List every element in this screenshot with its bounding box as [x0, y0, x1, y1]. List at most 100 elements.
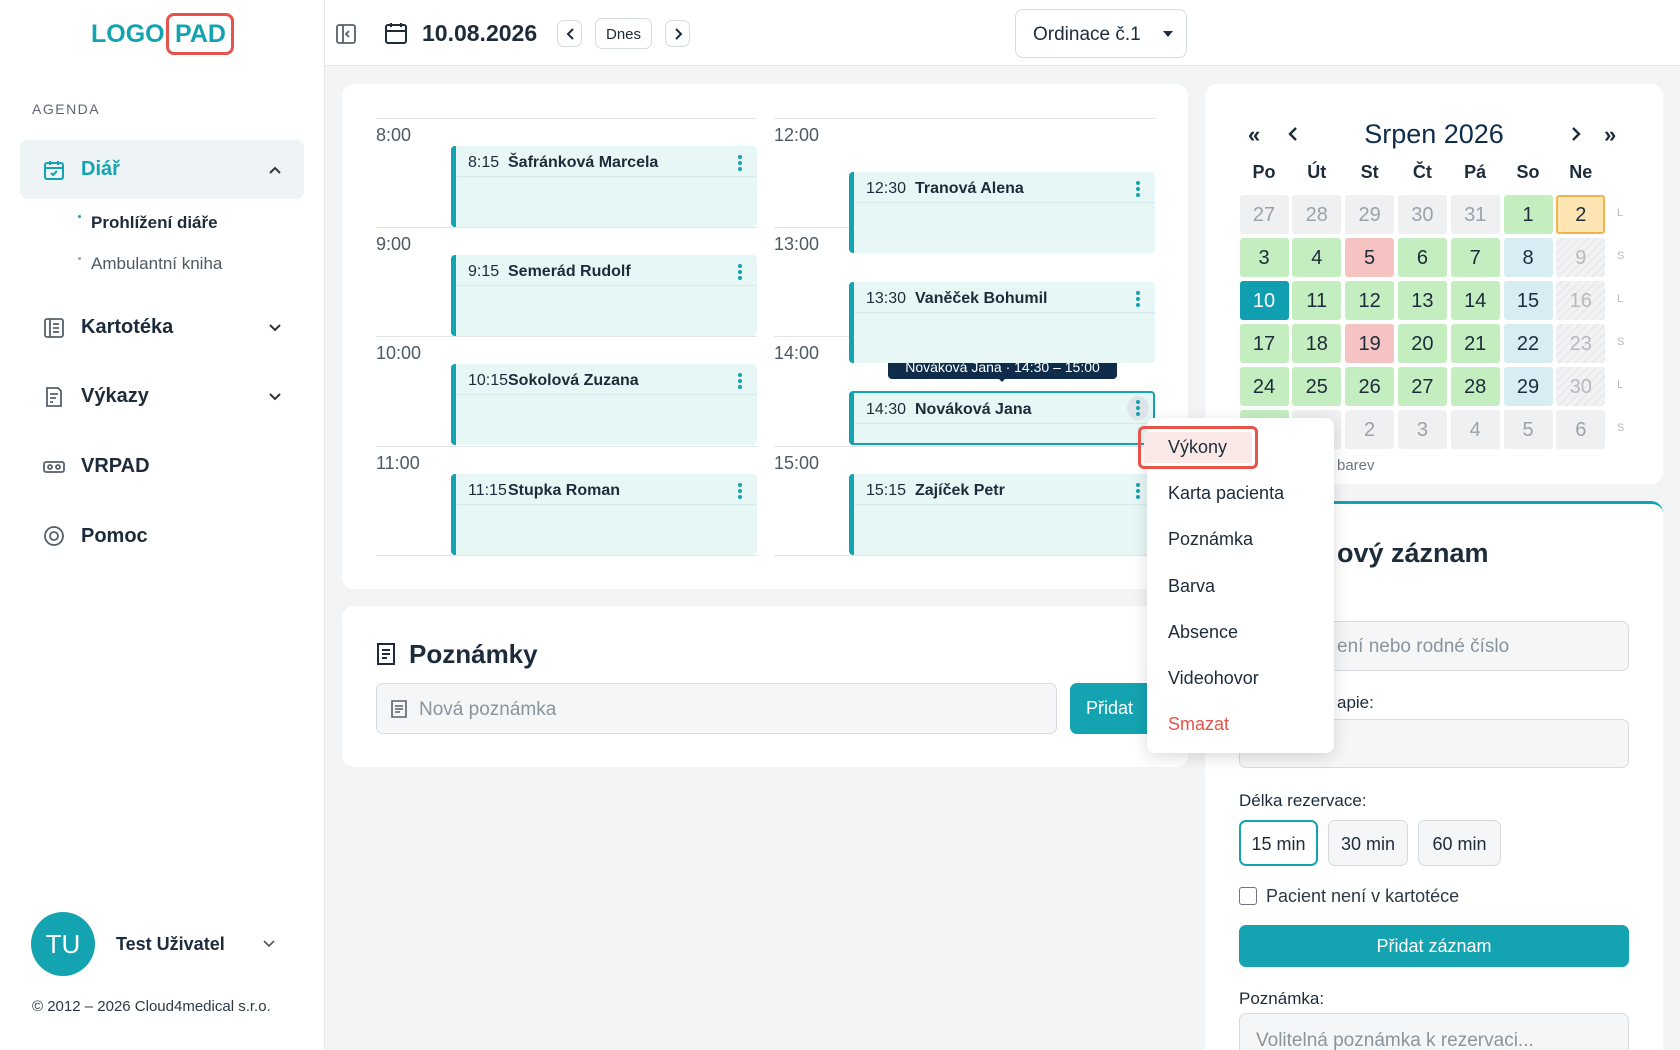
duration-option[interactable]: 15 min [1239, 820, 1318, 866]
month-nav[interactable] [1287, 126, 1299, 142]
checkbox-label[interactable]: Pacient není v kartotéce [1266, 886, 1460, 906]
calendar-day[interactable]: 1 [1503, 194, 1553, 234]
submit-button[interactable]: Přidat záznam [1239, 925, 1629, 967]
dot [738, 495, 742, 499]
calendar-day[interactable]: 28 [1450, 366, 1500, 406]
calendar-day[interactable]: 18 [1292, 323, 1342, 363]
calendar-day[interactable]: 21 [1450, 323, 1500, 363]
menu-item[interactable]: Poznámka [1168, 529, 1254, 550]
user-name[interactable]: Test Uživatel [116, 934, 225, 954]
nav-item[interactable]: VRPAD [81, 455, 150, 477]
calendar-day[interactable]: 11 [1292, 280, 1342, 320]
calendar-day[interactable]: 25 [1292, 366, 1342, 406]
appointment[interactable]: 12:30 Tranová Alena [849, 172, 1155, 253]
calendar-day[interactable]: 3 [1397, 409, 1447, 449]
appointment[interactable]: 9:15 Semerád Rudolf [451, 255, 757, 336]
menu-item[interactable]: Videohovor [1168, 668, 1259, 688]
menu-item[interactable]: Barva [1168, 575, 1216, 596]
calendar-day[interactable]: 17 [1239, 323, 1289, 363]
calendar-day[interactable]: 13 [1397, 280, 1447, 320]
kebab-menu[interactable] [1127, 396, 1149, 420]
prev-year[interactable]: « [1248, 122, 1261, 147]
calendar-day[interactable]: 12 [1345, 280, 1395, 320]
calendar-day[interactable]: 19 [1345, 323, 1395, 363]
nav-item[interactable]: Výkazy [81, 385, 149, 407]
calendar-day[interactable]: 10 [1239, 280, 1289, 320]
duration-option[interactable]: 60 min [1418, 820, 1501, 866]
kebab-menu[interactable] [729, 479, 751, 503]
menu-item[interactable]: Absence [1168, 621, 1239, 642]
menu-item[interactable]: Výkony [1168, 437, 1228, 457]
calendar-day[interactable]: 23 [1556, 323, 1606, 363]
duration-option[interactable]: 30 min [1328, 820, 1408, 866]
calendar-day[interactable]: 2 [1345, 409, 1395, 449]
calendar-day[interactable]: 20 [1397, 323, 1447, 363]
calendar-day[interactable]: 30 [1556, 366, 1606, 406]
calendar-day[interactable]: 27 [1239, 194, 1289, 234]
calendar-day[interactable]: 29 [1345, 194, 1395, 234]
calendar-day[interactable]: 6 [1556, 409, 1606, 449]
calendar-day[interactable]: 29 [1503, 366, 1553, 406]
calendar-day[interactable]: 30 [1397, 194, 1447, 234]
today-button[interactable]: Dnes [595, 18, 652, 49]
nav-item[interactable]: Pomoc [81, 525, 148, 547]
kebab-menu[interactable] [729, 151, 751, 175]
appointment[interactable]: 15:15 Zajíček Petr [849, 474, 1155, 555]
calendar-day[interactable]: 4 [1292, 237, 1342, 277]
sidebar-toggle[interactable] [334, 22, 358, 46]
calendar-day[interactable]: 2 [1556, 194, 1606, 234]
month-nav[interactable] [1570, 126, 1582, 142]
calendar-day[interactable]: 28 [1292, 194, 1342, 234]
next-year[interactable]: » [1604, 122, 1617, 147]
calendar-day[interactable]: 8 [1503, 237, 1553, 277]
dot [738, 489, 742, 493]
appointment[interactable]: 13:30 Vaněček Bohumil [849, 282, 1155, 363]
calendar-day[interactable]: 5 [1503, 409, 1553, 449]
appointment-name: Sokolová Zuzana [508, 372, 639, 389]
nav-subitem[interactable]: Prohlížení diáře [91, 213, 218, 232]
dot [738, 276, 742, 280]
appointment[interactable]: 8:15 Šafránková Marcela [451, 146, 757, 227]
calendar-day[interactable]: 4 [1450, 409, 1500, 449]
kebab-menu[interactable] [1127, 177, 1149, 201]
calendar-day[interactable]: 9 [1556, 237, 1606, 277]
icon-reports [46, 387, 62, 407]
copyright: © 2012 – 2026 Cloud4medical s.r.o. [32, 998, 271, 1015]
checkbox[interactable] [1239, 887, 1257, 905]
calendar-day[interactable]: 26 [1345, 366, 1395, 406]
calendar-day[interactable]: 3 [1239, 237, 1289, 277]
note-input[interactable]: Nová poznámka [376, 683, 1057, 734]
menu-item[interactable]: Smazat [1168, 714, 1230, 735]
kebab-menu[interactable] [729, 369, 751, 393]
prev-day-button[interactable] [557, 20, 582, 47]
calendar-day[interactable]: 7 [1450, 237, 1500, 277]
appointment-time: 11:15 [468, 482, 507, 499]
calendar-day[interactable]: 16 [1556, 280, 1606, 320]
room-select[interactable]: Ordinace č.1 [1015, 9, 1187, 58]
calendar-day[interactable]: 22 [1503, 323, 1553, 363]
nav-subitem[interactable]: Ambulantní kniha [91, 254, 223, 273]
add-note-button[interactable]: Přidat [1070, 683, 1160, 734]
kebab-menu[interactable] [1127, 287, 1149, 311]
calendar-day[interactable]: 15 [1503, 280, 1553, 320]
menu-item[interactable]: Karta pacienta [1168, 483, 1285, 504]
calendar-day[interactable]: 5 [1345, 237, 1395, 277]
kebab-menu[interactable] [729, 260, 751, 284]
appointment[interactable]: 14:30 Nováková Jana [849, 391, 1155, 445]
kebab-menu[interactable] [1127, 479, 1149, 503]
calendar-day[interactable]: 14 [1450, 280, 1500, 320]
calendar-day[interactable]: 24 [1239, 366, 1289, 406]
nav-item[interactable]: Kartotéka [81, 316, 174, 338]
hour-line [774, 555, 1155, 556]
appointment[interactable]: 10:15 Sokolová Zuzana [451, 364, 757, 445]
calendar-day[interactable]: 27 [1397, 366, 1447, 406]
context-menu: Karta pacienta Poznámka Barva Absence Videoh… [1147, 418, 1334, 753]
dot [1136, 412, 1140, 416]
calendar-day[interactable]: 31 [1450, 194, 1500, 234]
avatar[interactable]: TU [31, 912, 95, 976]
note-field[interactable] [1239, 1013, 1629, 1050]
appointment[interactable]: 11:15 Stupka Roman [451, 474, 757, 555]
next-day-button[interactable] [665, 20, 690, 47]
nav-item[interactable]: Diář [81, 158, 120, 180]
calendar-day[interactable]: 6 [1397, 237, 1447, 277]
